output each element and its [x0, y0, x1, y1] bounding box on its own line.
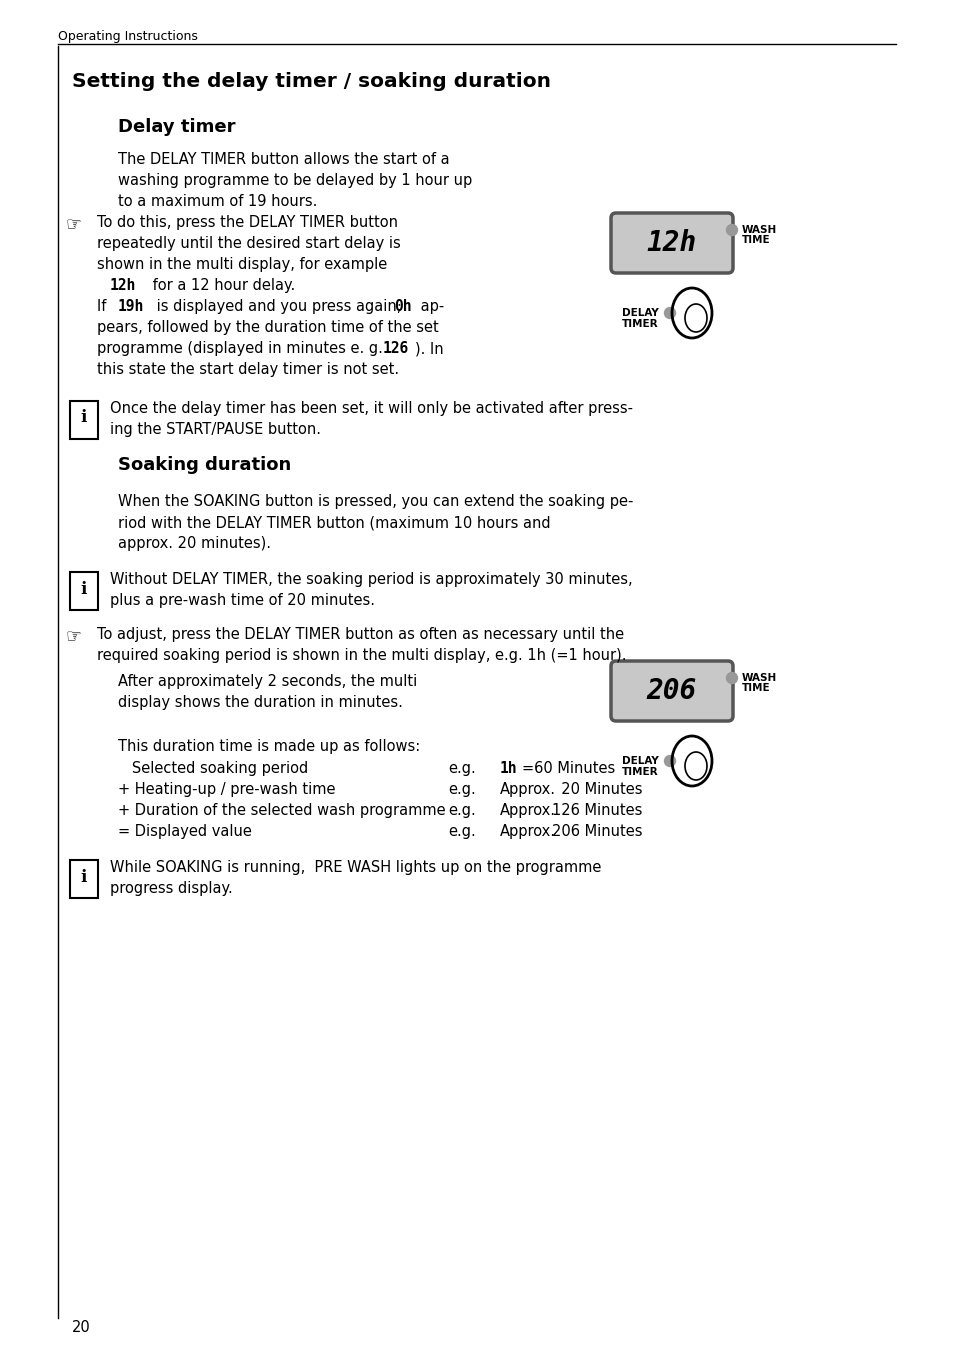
Text: TIME: TIME	[741, 235, 770, 245]
Text: i: i	[81, 410, 87, 426]
Text: This duration time is made up as follows:: This duration time is made up as follows…	[118, 740, 420, 754]
Text: TIMER: TIMER	[621, 767, 658, 777]
Text: programme (displayed in minutes e. g.: programme (displayed in minutes e. g.	[97, 341, 387, 356]
Text: ing the START/PAUSE button.: ing the START/PAUSE button.	[110, 422, 320, 437]
FancyBboxPatch shape	[610, 661, 732, 721]
Text: this state the start delay timer is not set.: this state the start delay timer is not …	[97, 362, 398, 377]
Text: 20 Minutes: 20 Minutes	[552, 781, 641, 796]
Text: While SOAKING is running,  PRE WASH lights up on the programme: While SOAKING is running, PRE WASH light…	[110, 860, 600, 875]
Text: + Duration of the selected wash programme: + Duration of the selected wash programm…	[118, 803, 445, 818]
Text: is displayed and you press again,: is displayed and you press again,	[152, 299, 406, 314]
Circle shape	[664, 756, 675, 767]
Text: i: i	[81, 868, 87, 886]
Text: Approx.: Approx.	[499, 823, 556, 840]
Text: 12h: 12h	[110, 279, 136, 293]
Bar	[70, 572, 98, 610]
Text: Selected soaking period: Selected soaking period	[118, 761, 308, 776]
Text: ). In: ). In	[415, 341, 443, 356]
Text: riod with the DELAY TIMER button (maximum 10 hours and: riod with the DELAY TIMER button (maximu…	[118, 515, 550, 530]
Text: e.g.: e.g.	[448, 781, 476, 796]
Circle shape	[726, 672, 737, 684]
Text: Approx.: Approx.	[499, 803, 556, 818]
Text: Soaking duration: Soaking duration	[118, 456, 291, 475]
Text: If: If	[97, 299, 115, 314]
Text: Without DELAY TIMER, the soaking period is approximately 30 minutes,: Without DELAY TIMER, the soaking period …	[110, 572, 632, 587]
Text: WASH: WASH	[741, 673, 777, 683]
Text: 12h: 12h	[646, 228, 697, 257]
Text: e.g.: e.g.	[448, 761, 476, 776]
Text: display shows the duration in minutes.: display shows the duration in minutes.	[118, 695, 402, 710]
Bar	[70, 860, 98, 898]
Text: plus a pre-wash time of 20 minutes.: plus a pre-wash time of 20 minutes.	[110, 594, 375, 608]
Text: approx. 20 minutes).: approx. 20 minutes).	[118, 535, 271, 552]
Text: 0h: 0h	[394, 299, 411, 314]
Text: Operating Instructions: Operating Instructions	[58, 30, 197, 43]
Text: 19h: 19h	[118, 299, 144, 314]
Text: =60 Minutes: =60 Minutes	[521, 761, 615, 776]
Text: ap-: ap-	[416, 299, 444, 314]
Text: The DELAY TIMER button allows the start of a: The DELAY TIMER button allows the start …	[118, 151, 449, 168]
Text: 206 Minutes: 206 Minutes	[552, 823, 641, 840]
Text: + Heating-up / pre-wash time: + Heating-up / pre-wash time	[118, 781, 335, 796]
Text: DELAY: DELAY	[621, 756, 659, 767]
Text: ☞: ☞	[65, 627, 81, 645]
Text: 1h: 1h	[499, 761, 517, 776]
Text: When the SOAKING button is pressed, you can extend the soaking pe-: When the SOAKING button is pressed, you …	[118, 493, 633, 508]
Text: DELAY: DELAY	[621, 308, 659, 318]
Text: e.g.: e.g.	[448, 803, 476, 818]
Text: Once the delay timer has been set, it will only be activated after press-: Once the delay timer has been set, it wi…	[110, 402, 633, 416]
Text: progress display.: progress display.	[110, 882, 233, 896]
Text: i: i	[81, 580, 87, 598]
Text: shown in the multi display, for example: shown in the multi display, for example	[97, 257, 387, 272]
Text: Delay timer: Delay timer	[118, 118, 235, 137]
Text: To do this, press the DELAY TIMER button: To do this, press the DELAY TIMER button	[97, 215, 397, 230]
Text: Approx.: Approx.	[499, 781, 556, 796]
Text: 20: 20	[71, 1320, 91, 1334]
Text: e.g.: e.g.	[448, 823, 476, 840]
Text: to a maximum of 19 hours.: to a maximum of 19 hours.	[118, 193, 317, 210]
Text: To adjust, press the DELAY TIMER button as often as necessary until the: To adjust, press the DELAY TIMER button …	[97, 627, 623, 642]
Text: required soaking period is shown in the multi display, e.g. 1h (=1 hour).: required soaking period is shown in the …	[97, 648, 626, 662]
Text: = Displayed value: = Displayed value	[118, 823, 252, 840]
Text: ☞: ☞	[65, 215, 81, 233]
Text: for a 12 hour delay.: for a 12 hour delay.	[148, 279, 294, 293]
Text: pears, followed by the duration time of the set: pears, followed by the duration time of …	[97, 320, 438, 335]
Text: TIME: TIME	[741, 683, 770, 694]
Bar	[70, 402, 98, 439]
Text: WASH: WASH	[741, 224, 777, 235]
Text: TIMER: TIMER	[621, 319, 658, 329]
Text: repeatedly until the desired start delay is: repeatedly until the desired start delay…	[97, 237, 400, 251]
Text: 126: 126	[382, 341, 409, 356]
Text: 126 Minutes: 126 Minutes	[552, 803, 641, 818]
Text: washing programme to be delayed by 1 hour up: washing programme to be delayed by 1 hou…	[118, 173, 472, 188]
Circle shape	[726, 224, 737, 235]
Text: Setting the delay timer / soaking duration: Setting the delay timer / soaking durati…	[71, 72, 551, 91]
Circle shape	[664, 307, 675, 319]
FancyBboxPatch shape	[610, 214, 732, 273]
Text: 206: 206	[646, 677, 697, 704]
Text: After approximately 2 seconds, the multi: After approximately 2 seconds, the multi	[118, 675, 416, 690]
